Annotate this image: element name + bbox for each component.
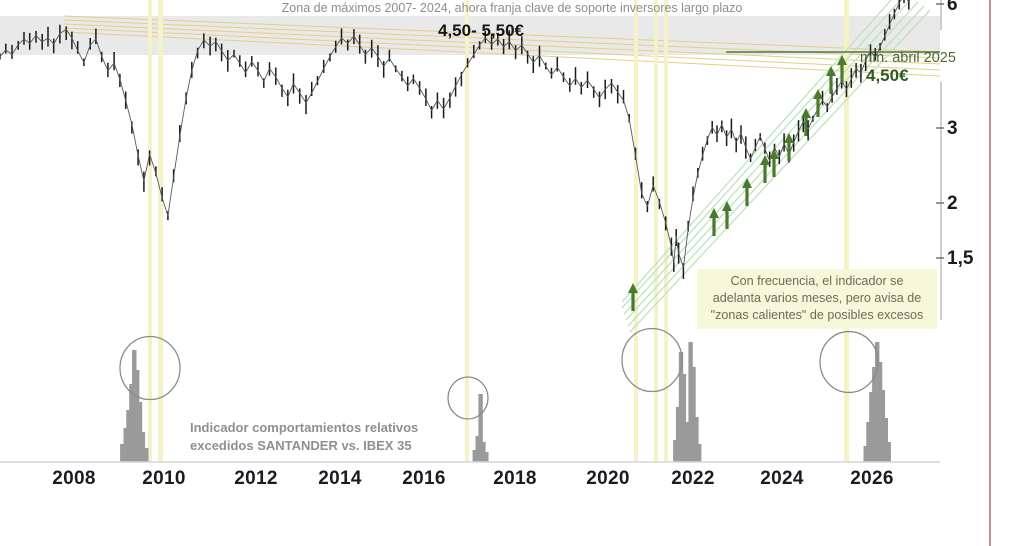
zone-range-label: 4,50- 5,50€ xyxy=(437,21,525,40)
x-tick-2010: 2010 xyxy=(142,468,186,489)
resistance-zone-band xyxy=(0,16,940,55)
min-april-label: mín. abril 2025 xyxy=(860,50,956,66)
price-series-bars xyxy=(0,0,910,279)
min-april-value: 4,50€ xyxy=(866,66,909,85)
x-tick-2026: 2026 xyxy=(850,468,894,489)
y-tick-2: 2 xyxy=(947,193,958,214)
y-axis-ticks xyxy=(936,3,944,259)
circle-annotations xyxy=(119,327,879,420)
x-tick-2018: 2018 xyxy=(493,468,537,489)
x-tick-2014: 2014 xyxy=(318,468,362,489)
highlight-columns xyxy=(148,0,849,462)
zone-title-label: Zona de máximos 2007- 2024, ahora franja… xyxy=(281,1,743,15)
green-up-arrows xyxy=(628,55,847,311)
indicator-legend-label: Indicador comportamientos relativos exce… xyxy=(190,420,419,453)
y-tick-6: 6 xyxy=(947,0,958,15)
x-tick-2016: 2016 xyxy=(402,468,446,489)
y-tick-1,5: 1,5 xyxy=(947,248,974,269)
y-tick-3: 3 xyxy=(947,118,958,139)
indicator-callout-box: Con frecuencia, el indicador se adelanta… xyxy=(697,269,937,329)
indicator-histogram xyxy=(120,342,891,462)
x-tick-2022: 2022 xyxy=(671,468,715,489)
x-tick-2012: 2012 xyxy=(234,468,278,489)
x-tick-2024: 2024 xyxy=(760,468,804,489)
x-tick-2008: 2008 xyxy=(52,468,96,489)
x-tick-2020: 2020 xyxy=(586,468,630,489)
right-border-line xyxy=(989,0,991,546)
